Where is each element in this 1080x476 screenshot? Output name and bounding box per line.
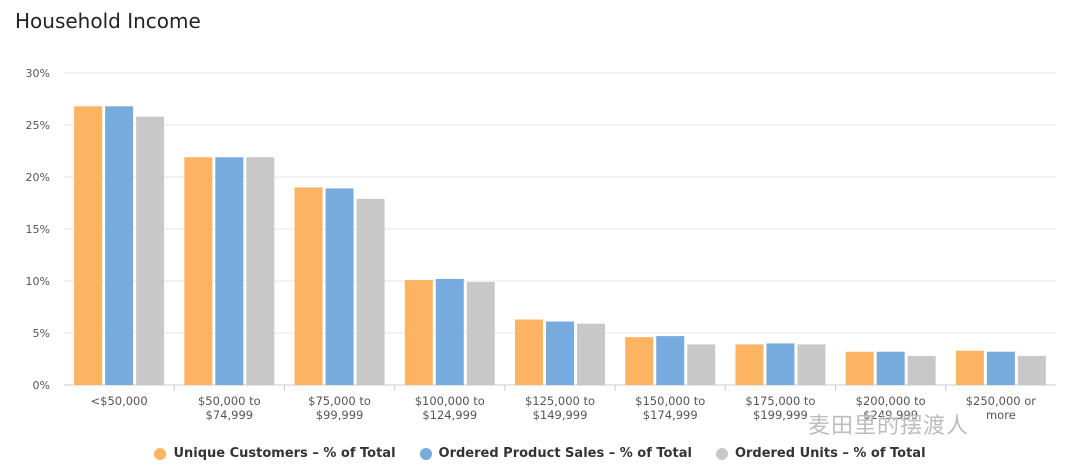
bar-2-1[interactable] (105, 106, 134, 385)
legend-swatch (715, 447, 728, 460)
legend-item[interactable]: Ordered Units – % of Total (715, 446, 926, 461)
household-income-chart: 0% 5% 10% 15% 20% 25% 30% <$50,000 $50,000 to $74… (26, 67, 1056, 422)
chart-title: Household Income (15, 9, 201, 33)
bar-1-5[interactable] (515, 319, 543, 385)
bar-3-5[interactable] (577, 323, 605, 385)
bar-3-9[interactable] (1017, 355, 1046, 385)
bar-1-4[interactable] (404, 279, 433, 385)
x-tick-label: $75,000 to $99,999 (308, 394, 371, 422)
bar-1-8[interactable] (845, 351, 874, 385)
bar-2-7[interactable] (766, 343, 795, 385)
bar-1-3[interactable] (294, 187, 323, 385)
bar-1-2[interactable] (184, 157, 213, 385)
bar-2-8[interactable] (876, 351, 905, 385)
y-tick-label: 5% (33, 327, 50, 340)
bar-3-3[interactable] (356, 198, 385, 385)
y-tick-label: 10% (26, 275, 50, 288)
watermark-text: 麦田里的摆渡人 (808, 414, 970, 439)
x-tick-label: $250,000 or more (966, 394, 1037, 422)
chart-legend: Unique Customers – % of Total Ordered Pro… (0, 446, 1080, 461)
y-tick-label: 20% (26, 171, 50, 184)
legend-swatch (154, 447, 167, 460)
bar-1-9[interactable] (955, 350, 984, 385)
x-tick-label: $50,000 to $74,999 (198, 394, 261, 422)
bar-3-8[interactable] (907, 355, 936, 385)
x-tick-label: $200,000 to $249,999 (856, 394, 926, 422)
legend-item[interactable]: Ordered Product Sales – % of Total (419, 446, 692, 461)
legend-item[interactable]: Unique Customers – % of Total (154, 446, 396, 461)
bar-3-6[interactable] (687, 344, 716, 385)
legend-label: Ordered Units – % of Total (734, 446, 926, 461)
x-tick-label: <$50,000 (91, 394, 148, 408)
legend-label: Ordered Product Sales – % of Total (438, 446, 692, 461)
bar-3-4[interactable] (466, 282, 495, 385)
y-tick-label: 25% (26, 119, 50, 132)
y-tick-label: 0% (33, 379, 50, 392)
bar-2-9[interactable] (986, 351, 1015, 385)
bar-2-3[interactable] (325, 188, 354, 385)
y-tick-label: 30% (26, 67, 50, 80)
x-tick-label: $100,000 to $124,999 (415, 394, 485, 422)
y-tick-label: 15% (26, 223, 50, 236)
bar-2-5[interactable] (546, 321, 574, 385)
legend-swatch (419, 447, 432, 460)
bar-3-1[interactable] (136, 116, 165, 386)
x-tick-label: $125,000 to $149,999 (525, 394, 595, 422)
x-tick-label: $150,000 to $174,999 (635, 394, 705, 422)
bar-3-7[interactable] (797, 344, 826, 385)
bar-1-6[interactable] (625, 337, 654, 385)
legend-label: Unique Customers – % of Total (173, 446, 396, 461)
x-tick-label: $175,000 to $199,999 (745, 394, 815, 422)
bar-1-1[interactable] (74, 106, 103, 385)
bar-2-2[interactable] (215, 157, 244, 385)
bar-2-6[interactable] (656, 336, 685, 385)
bar-3-2[interactable] (246, 157, 275, 385)
bar-1-7[interactable] (735, 344, 764, 385)
bar-2-4[interactable] (435, 278, 464, 385)
